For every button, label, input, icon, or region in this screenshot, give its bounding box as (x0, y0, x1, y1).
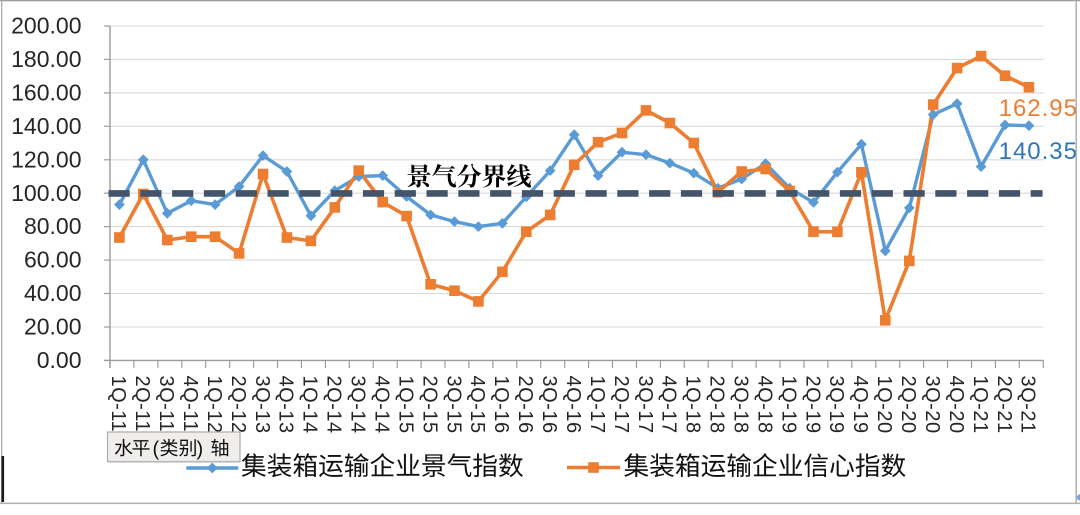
svg-text:2Q-11: 2Q-11 (131, 376, 153, 433)
svg-text:1Q-15: 1Q-15 (394, 376, 416, 434)
svg-text:1Q-16: 1Q-16 (490, 376, 512, 434)
svg-text:1Q-12: 1Q-12 (203, 376, 225, 434)
svg-text:2Q-14: 2Q-14 (323, 376, 345, 434)
svg-text:4Q-19: 4Q-19 (849, 376, 871, 434)
svg-text:3Q-18: 3Q-18 (730, 376, 752, 434)
svg-text:1Q-11: 1Q-11 (107, 376, 129, 433)
svg-text:2Q-16: 2Q-16 (514, 376, 536, 434)
svg-text:3Q-13: 3Q-13 (251, 376, 273, 434)
svg-text:2Q-19: 2Q-19 (801, 376, 823, 434)
svg-text:4Q-20: 4Q-20 (945, 376, 967, 434)
svg-text:4Q-18: 4Q-18 (753, 376, 775, 434)
svg-text:180.00: 180.00 (11, 46, 81, 72)
svg-text:1Q-19: 1Q-19 (777, 376, 799, 434)
svg-text:2Q-12: 2Q-12 (227, 376, 249, 434)
svg-text:4Q-13: 4Q-13 (275, 376, 297, 434)
svg-text:140.00: 140.00 (11, 113, 81, 139)
svg-text:20.00: 20.00 (24, 314, 82, 340)
svg-text:3Q-14: 3Q-14 (347, 376, 369, 434)
svg-text:2Q-17: 2Q-17 (610, 376, 632, 434)
svg-text:40.00: 40.00 (24, 280, 82, 306)
svg-text:100.00: 100.00 (11, 180, 81, 206)
svg-text:140.35: 140.35 (999, 138, 1078, 165)
svg-text:2Q-18: 2Q-18 (706, 376, 728, 434)
svg-text:1Q-21: 1Q-21 (969, 376, 991, 434)
svg-text:2Q-15: 2Q-15 (418, 376, 440, 434)
svg-text:(: ( (153, 439, 160, 461)
svg-text:4Q-17: 4Q-17 (658, 376, 680, 434)
svg-text:4Q-11: 4Q-11 (179, 376, 201, 433)
svg-text:2Q-21: 2Q-21 (993, 376, 1015, 434)
svg-text:3Q-19: 3Q-19 (825, 376, 847, 434)
svg-text:3Q-21: 3Q-21 (1017, 376, 1039, 434)
svg-text:3Q-16: 3Q-16 (538, 376, 560, 434)
svg-text:3Q-15: 3Q-15 (442, 376, 464, 434)
svg-text:0.00: 0.00 (37, 347, 82, 373)
svg-text:2Q-20: 2Q-20 (897, 376, 919, 434)
svg-text:4Q-14: 4Q-14 (371, 376, 393, 434)
svg-text:1Q-18: 1Q-18 (682, 376, 704, 434)
svg-text:): ) (197, 439, 204, 461)
svg-text:1Q-20: 1Q-20 (873, 376, 895, 434)
svg-text:3Q-20: 3Q-20 (921, 376, 943, 434)
svg-text:162.95: 162.95 (999, 95, 1078, 122)
svg-text:4Q-16: 4Q-16 (562, 376, 584, 434)
svg-text:1Q-17: 1Q-17 (586, 376, 608, 434)
svg-text:200.00: 200.00 (11, 13, 81, 39)
svg-text:3Q-11: 3Q-11 (155, 376, 177, 433)
svg-text:160.00: 160.00 (11, 80, 81, 106)
svg-text:4Q-15: 4Q-15 (466, 376, 488, 434)
svg-text:3Q-17: 3Q-17 (634, 376, 656, 434)
svg-text:80.00: 80.00 (24, 213, 82, 239)
svg-text:120.00: 120.00 (11, 146, 81, 172)
svg-text:1Q-14: 1Q-14 (299, 376, 321, 434)
svg-text:60.00: 60.00 (24, 247, 82, 273)
